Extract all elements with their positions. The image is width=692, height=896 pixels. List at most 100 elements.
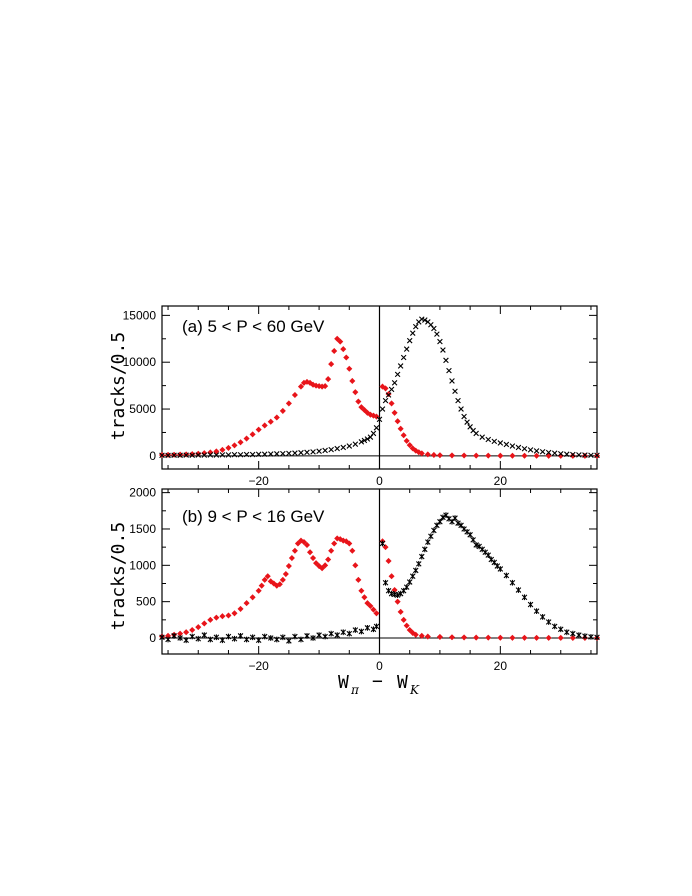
data-point-series-1 (497, 452, 504, 459)
data-point-series-1 (385, 557, 392, 564)
y-tick-label: 2000 (129, 486, 156, 500)
data-point-series-1 (334, 335, 341, 342)
data-point-series-1 (418, 632, 425, 639)
data-point-series-1 (261, 576, 268, 583)
data-point-series-2 (473, 542, 479, 548)
data-point-series-1 (349, 547, 356, 554)
data-point-series-2 (458, 406, 464, 412)
data-point-series-1 (195, 624, 202, 631)
data-point-series-2 (533, 608, 540, 614)
data-point-series-1 (406, 626, 413, 634)
data-point-series-2 (394, 592, 401, 599)
data-point-series-1 (557, 634, 564, 641)
data-point-series-1 (364, 600, 371, 607)
data-point-series-1 (328, 361, 335, 368)
data-point-series-1 (249, 431, 256, 438)
data-point-series-1 (231, 442, 238, 449)
data-point-series-2 (177, 452, 183, 459)
data-point-series-1 (343, 354, 350, 361)
data-point-series-1 (409, 629, 416, 636)
data-point-series-2 (322, 633, 328, 640)
data-point-series-1 (533, 634, 540, 641)
data-point-series-1 (261, 422, 268, 429)
data-point-series-2 (385, 392, 392, 398)
data-point-series-2 (183, 452, 189, 458)
data-point-series-1 (231, 610, 238, 617)
data-point-series-1 (409, 445, 416, 452)
data-point-series-2 (280, 634, 286, 641)
data-point-series-2 (286, 638, 292, 644)
data-point-series-1 (400, 432, 407, 439)
data-point-series-1 (285, 400, 292, 407)
data-point-series-2 (195, 635, 202, 642)
data-point-series-1 (237, 439, 244, 446)
data-point-series-2 (425, 539, 431, 545)
data-point-series-1 (521, 452, 528, 459)
data-point-series-2 (159, 634, 165, 641)
data-point-series-2 (177, 635, 183, 641)
data-point-series-2 (515, 444, 522, 451)
data-point-series-2 (225, 633, 232, 640)
data-point-series-1 (569, 452, 576, 459)
data-point-series-1 (243, 435, 250, 442)
y-tick-label: 0 (149, 449, 156, 463)
data-point-series-1 (310, 555, 317, 562)
data-point-series-2 (564, 629, 570, 636)
data-point-series-2 (310, 635, 316, 641)
data-point-series-2 (352, 441, 359, 447)
data-point-series-1 (255, 587, 262, 594)
y-tick-label: 0 (149, 631, 156, 645)
data-point-series-1 (322, 383, 329, 390)
data-point-series-2 (183, 637, 189, 644)
data-point-series-2 (255, 637, 262, 644)
data-point-series-2 (255, 451, 262, 458)
data-point-series-1 (400, 616, 407, 623)
data-point-series-2 (397, 363, 404, 369)
data-point-series-1 (406, 442, 413, 449)
data-point-series-2 (159, 452, 165, 459)
data-point-series-2 (515, 587, 522, 593)
data-point-series-1 (533, 452, 540, 459)
data-point-series-2 (207, 636, 214, 643)
data-point-series-2 (409, 330, 416, 336)
data-point-series-1 (300, 539, 308, 546)
data-point-series-2 (461, 413, 467, 420)
data-point-series-2 (304, 449, 310, 456)
data-point-series-2 (455, 397, 461, 404)
data-point-series-1 (424, 633, 431, 640)
data-point-series-1 (397, 425, 404, 432)
ticks-a: −20 0 20 0 5000 10000 15000 (123, 306, 597, 488)
data-point-series-1 (461, 452, 468, 459)
x-tick-label: 20 (494, 474, 508, 488)
data-point-series-1 (448, 634, 456, 641)
data-point-series-1 (201, 620, 208, 627)
data-point-series-2 (346, 443, 353, 449)
data-point-series-1 (545, 634, 552, 641)
data-point-series-1 (313, 560, 320, 567)
data-point-series-2 (189, 452, 195, 459)
data-point-series-1 (267, 418, 274, 425)
data-point-series-1 (581, 452, 588, 459)
data-point-series-1 (346, 540, 353, 547)
data-point-series-2 (346, 630, 353, 637)
data-point-series-2 (379, 406, 386, 412)
data-point-series-2 (219, 637, 226, 644)
data-point-series-2 (231, 451, 238, 458)
data-point-series-1 (373, 610, 380, 617)
data-point-series-1 (355, 576, 362, 583)
data-point-series-2 (340, 444, 347, 451)
data-point-series-1 (473, 452, 480, 459)
x-title-w-k: W (397, 672, 408, 693)
data-point-series-1 (325, 376, 332, 383)
data-point-series-1 (243, 600, 250, 607)
data-point-series-1 (485, 452, 492, 459)
data-point-series-2 (467, 531, 473, 538)
data-point-series-2 (545, 449, 552, 456)
data-point-series-2 (557, 450, 564, 457)
data-point-series-2 (470, 537, 476, 543)
x-tick-label: −20 (248, 659, 269, 673)
data-point-series-2 (219, 452, 226, 458)
data-point-series-1 (461, 634, 468, 641)
data-point-series-1 (418, 450, 425, 457)
x-tick-label: 20 (494, 659, 508, 673)
